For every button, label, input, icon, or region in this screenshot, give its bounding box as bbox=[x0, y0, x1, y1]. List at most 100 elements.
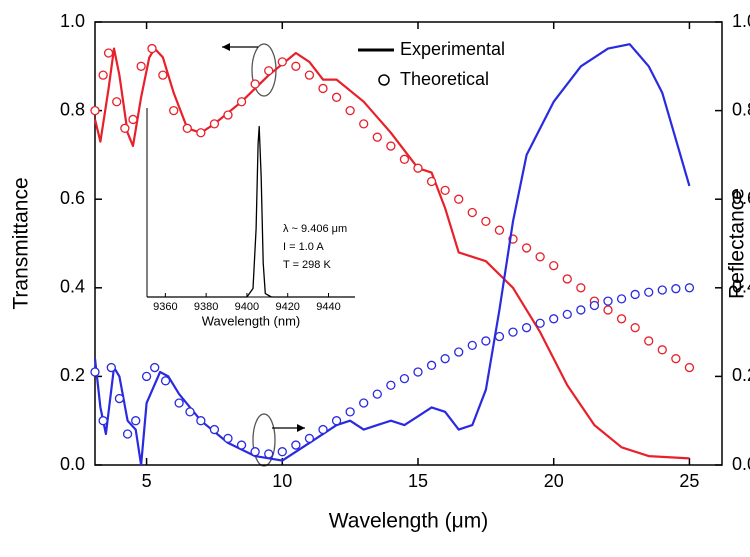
series-point bbox=[318, 83, 328, 94]
series-point bbox=[426, 176, 437, 187]
series-point bbox=[196, 416, 206, 426]
series-point bbox=[236, 97, 247, 107]
x-axis-label: Wavelength (μm) bbox=[329, 510, 489, 533]
series-point bbox=[250, 79, 260, 89]
series-point bbox=[98, 70, 108, 80]
series-point bbox=[90, 367, 100, 377]
series-point bbox=[413, 163, 423, 173]
x-tick-label: 9440 bbox=[316, 301, 340, 313]
series-point bbox=[103, 48, 114, 58]
y2-tick-label: 0.0 bbox=[732, 454, 750, 474]
x-tick-label: 9420 bbox=[275, 301, 299, 313]
series-point bbox=[345, 105, 355, 116]
series-point bbox=[291, 440, 301, 450]
y2-tick-label: 0.2 bbox=[732, 365, 750, 385]
annotation: I = 1.0 A bbox=[283, 241, 324, 253]
series-point bbox=[264, 66, 274, 76]
y-tick-label: 0.6 bbox=[60, 188, 85, 208]
y-tick-label: 0.8 bbox=[60, 99, 85, 119]
series-point bbox=[508, 327, 518, 337]
series-point bbox=[372, 132, 382, 142]
x-tick-label: 9380 bbox=[194, 301, 218, 313]
x-tick-label: 5 bbox=[142, 471, 152, 491]
series-point bbox=[150, 362, 160, 373]
series-point bbox=[236, 440, 247, 450]
series-point bbox=[630, 323, 640, 333]
y2-tick-label: 0.8 bbox=[732, 99, 750, 119]
series-point bbox=[160, 376, 171, 386]
series-point bbox=[386, 141, 396, 151]
series-point bbox=[576, 283, 586, 293]
series-point bbox=[671, 354, 681, 364]
series-point bbox=[318, 424, 328, 435]
y-tick-label: 1.0 bbox=[60, 11, 85, 31]
plot-frame bbox=[94, 21, 723, 466]
series-point bbox=[277, 57, 287, 67]
series-point bbox=[413, 367, 423, 377]
series-point bbox=[185, 407, 195, 417]
series-point bbox=[562, 309, 572, 320]
y2-tick-label: 0.4 bbox=[732, 277, 750, 297]
series-point bbox=[426, 360, 437, 370]
series-point bbox=[454, 194, 464, 204]
series-point bbox=[106, 362, 116, 373]
series-point bbox=[440, 354, 450, 364]
series-point bbox=[562, 274, 572, 284]
series-point bbox=[158, 70, 168, 80]
series-point bbox=[440, 185, 450, 195]
annotation: T = 298 K bbox=[283, 259, 331, 271]
series-point bbox=[549, 314, 559, 324]
legend-label: Experimental bbox=[400, 39, 505, 59]
series-point bbox=[684, 362, 695, 373]
x-tick-label: 10 bbox=[272, 471, 292, 491]
series-point bbox=[549, 260, 559, 271]
series-point bbox=[481, 336, 491, 346]
series-point bbox=[616, 314, 627, 324]
series-point bbox=[535, 318, 545, 328]
series-point bbox=[98, 416, 108, 426]
legend-label: Theoretical bbox=[400, 69, 489, 89]
y-tick-label: 0.4 bbox=[60, 277, 85, 297]
x-tick-label: 9400 bbox=[235, 301, 259, 313]
series-point bbox=[277, 447, 287, 457]
series-point bbox=[182, 123, 192, 133]
series-point bbox=[603, 305, 613, 315]
x-tick-label: 25 bbox=[679, 471, 699, 491]
series-point bbox=[264, 449, 274, 459]
series-point bbox=[521, 243, 532, 253]
series-point bbox=[467, 207, 477, 218]
x-tick-label: 9360 bbox=[153, 301, 177, 313]
series-point bbox=[331, 416, 342, 426]
series-point bbox=[304, 70, 315, 80]
series-point bbox=[90, 105, 100, 116]
series-point bbox=[120, 123, 130, 133]
series-point bbox=[169, 105, 179, 116]
series-point bbox=[616, 294, 627, 304]
annotation: λ ~ 9.406 μm bbox=[283, 223, 347, 235]
series-point bbox=[576, 305, 586, 315]
series-point bbox=[630, 289, 640, 300]
y2-tick-label: 0.6 bbox=[732, 188, 750, 208]
series-point bbox=[644, 336, 654, 346]
y2-tick-label: 1.0 bbox=[732, 11, 750, 31]
series-point bbox=[467, 340, 477, 351]
annotation-arrowhead bbox=[222, 43, 230, 51]
y-tick-label: 0.0 bbox=[60, 454, 85, 474]
y-axis-label: Transmittance bbox=[10, 177, 33, 309]
x-tick-label: 15 bbox=[408, 471, 428, 491]
series-point bbox=[359, 119, 369, 129]
series-point bbox=[603, 296, 613, 306]
series-point bbox=[209, 424, 220, 435]
annotation-arrowhead bbox=[297, 424, 305, 432]
series-point bbox=[494, 225, 505, 235]
series-point bbox=[147, 43, 157, 54]
series-point bbox=[209, 119, 220, 129]
series-point bbox=[671, 284, 681, 294]
series-point bbox=[141, 371, 152, 382]
series-point bbox=[291, 61, 301, 71]
series-point bbox=[386, 380, 396, 390]
series-point bbox=[494, 331, 505, 342]
series-point bbox=[174, 398, 184, 408]
series-point bbox=[657, 285, 667, 295]
